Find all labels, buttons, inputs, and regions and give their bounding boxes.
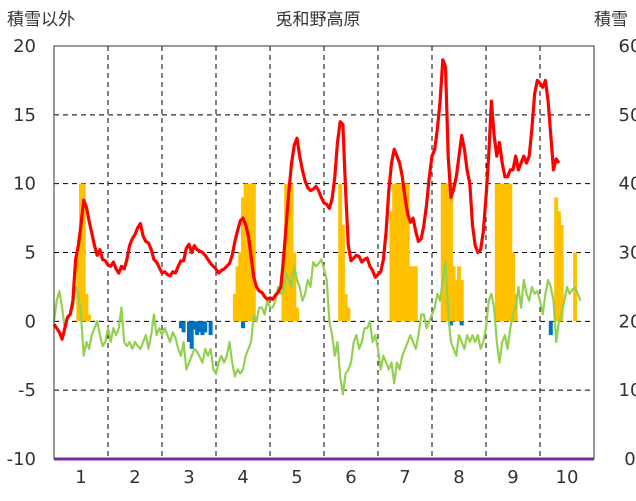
orange-bar xyxy=(559,224,564,322)
blue-bar xyxy=(208,321,213,336)
y-left-tick-label: 5 xyxy=(25,243,36,264)
blue-bar xyxy=(192,321,197,330)
orange-bar xyxy=(446,183,451,322)
orange-bar xyxy=(84,293,89,322)
orange-bar xyxy=(497,183,502,322)
blue-bar xyxy=(448,321,453,326)
blue-bar xyxy=(203,321,208,333)
orange-bar xyxy=(405,183,410,322)
red-series-line xyxy=(52,58,561,341)
orange-bar xyxy=(554,197,559,322)
orange-bar xyxy=(289,183,294,322)
y-right-tick-label: 50 xyxy=(619,105,636,126)
orange-bar xyxy=(343,293,348,322)
blue-bar xyxy=(189,321,194,349)
orange-bar xyxy=(408,266,413,322)
blue-bar xyxy=(187,321,191,342)
orange-bar xyxy=(284,183,289,322)
orange-bar xyxy=(505,183,510,322)
orange-bar xyxy=(459,280,464,322)
x-tick-label: 1 xyxy=(75,467,86,488)
x-tick-label: 9 xyxy=(507,467,518,488)
y-left-tick-label: -5 xyxy=(18,380,36,401)
orange-bar xyxy=(243,183,248,322)
y-right-tick-label: 40 xyxy=(619,174,636,195)
chart-title: 兎和野高原 xyxy=(276,10,361,30)
orange-bar xyxy=(81,183,86,322)
orange-bar xyxy=(403,183,407,322)
orange-bar xyxy=(292,252,297,322)
orange-bar xyxy=(394,183,399,322)
orange-bar xyxy=(400,183,405,322)
orange-bar xyxy=(556,211,561,322)
right-axis-title: 積雪 xyxy=(594,10,628,30)
orange-bar xyxy=(87,314,92,322)
y-right-tick-label: 30 xyxy=(619,243,636,264)
y-left-tick-label: 10 xyxy=(13,174,36,195)
x-tick-label: 6 xyxy=(345,467,356,488)
green-series-line xyxy=(52,258,582,396)
x-tick-label: 5 xyxy=(291,467,302,488)
orange-bar xyxy=(241,197,245,322)
blue-bar xyxy=(181,321,186,333)
orange-bar xyxy=(251,183,256,322)
orange-bar xyxy=(389,211,394,322)
blue-bar xyxy=(548,321,553,336)
orange-bar xyxy=(411,266,416,322)
y-right-tick-label: 10 xyxy=(619,380,636,401)
orange-bar xyxy=(413,266,418,322)
bars xyxy=(76,183,578,349)
orange-bar xyxy=(346,307,351,322)
series-lines xyxy=(52,58,582,396)
axes: -10 -5 0 5 10 15 20 0 10 20 30 40 50 60 1 2 3 4 5 6 7 8 9 10 xyxy=(7,36,636,488)
blue-bar xyxy=(459,321,464,326)
x-tick-label: 7 xyxy=(399,467,410,488)
orange-bar xyxy=(500,183,505,322)
orange-bar xyxy=(286,183,291,322)
x-tick-label: 4 xyxy=(237,467,248,488)
orange-bar xyxy=(457,266,461,322)
x-tick-label: 2 xyxy=(129,467,140,488)
x-tick-label: 10 xyxy=(556,467,579,488)
blue-bar xyxy=(178,321,183,329)
orange-bar xyxy=(454,280,459,322)
orange-bar xyxy=(392,183,397,322)
orange-bar xyxy=(448,183,453,322)
orange-bar xyxy=(397,183,402,322)
orange-bar xyxy=(338,183,343,322)
y-right-tick-label: 60 xyxy=(619,36,636,57)
orange-bar xyxy=(79,183,83,322)
x-tick-label: 8 xyxy=(453,467,464,488)
orange-bar xyxy=(246,183,251,322)
y-left-tick-label: -10 xyxy=(7,449,36,470)
y-left-tick-label: 20 xyxy=(13,36,36,57)
orange-bar xyxy=(511,252,515,322)
y-left-tick-label: 15 xyxy=(13,105,36,126)
left-axis-title: 積雪以外 xyxy=(7,10,75,30)
orange-bar xyxy=(451,266,456,322)
orange-bar xyxy=(232,293,237,322)
orange-bar xyxy=(502,183,507,322)
y-right-tick-label: 20 xyxy=(619,311,636,332)
orange-bar xyxy=(508,183,513,322)
orange-bar xyxy=(494,183,499,322)
orange-bar xyxy=(443,183,448,322)
orange-bar xyxy=(235,266,240,322)
blue-bar xyxy=(197,321,202,333)
orange-bar xyxy=(238,252,243,322)
blue-bar xyxy=(200,321,205,336)
y-left-tick-label: 0 xyxy=(25,311,36,332)
x-tick-label: 3 xyxy=(183,467,194,488)
y-right-tick-label: 0 xyxy=(624,449,635,470)
orange-bar xyxy=(295,307,299,322)
orange-bar xyxy=(76,252,81,322)
blue-bar xyxy=(241,321,245,329)
blue-bar xyxy=(195,321,200,336)
orange-bar xyxy=(440,183,445,322)
orange-bar xyxy=(340,224,345,322)
